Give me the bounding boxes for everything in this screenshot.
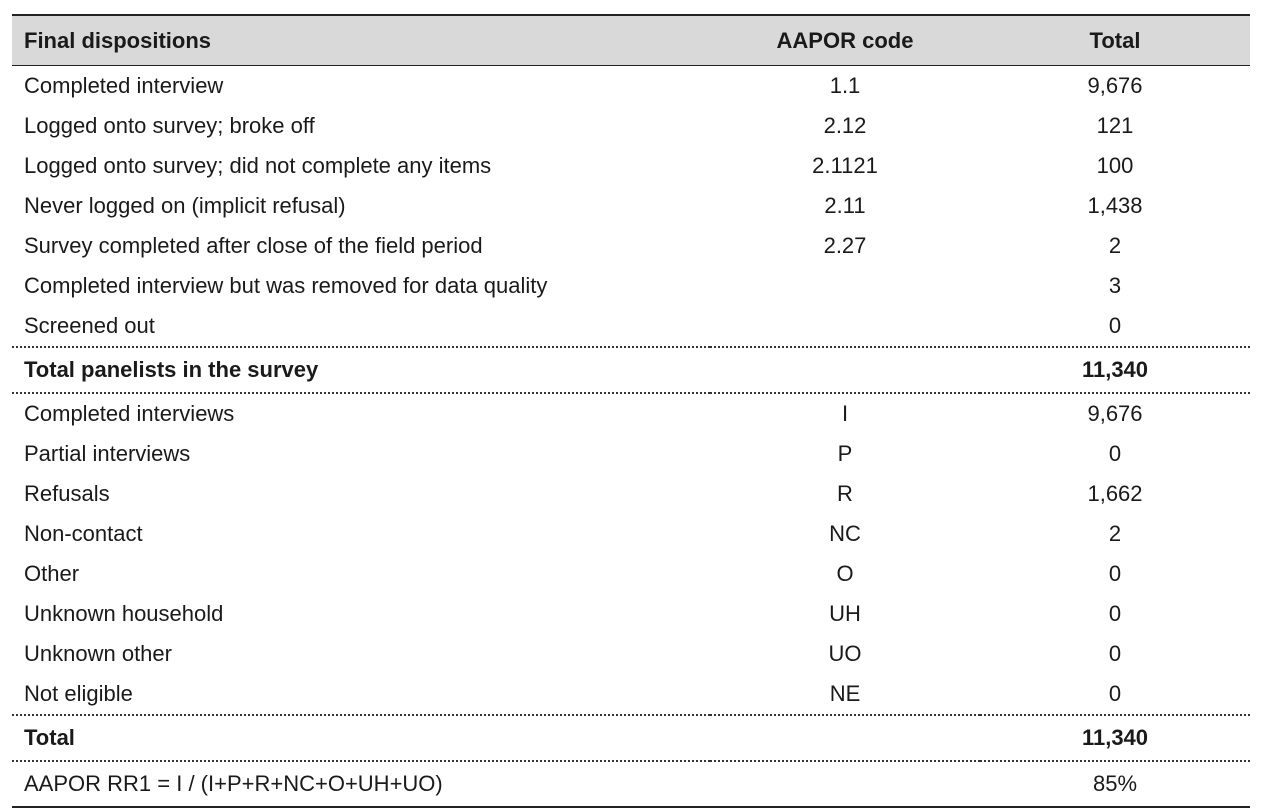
table-row: Never logged on (implicit refusal) 2.11 …: [12, 186, 1250, 226]
table-row: Completed interviews I 9,676: [12, 392, 1250, 434]
table-row: Completed interview 1.1 9,676: [12, 66, 1250, 107]
panel-total-value: 11,340: [980, 346, 1250, 393]
dispositions-table: Final dispositions AAPOR code Total Comp…: [12, 14, 1250, 808]
row-total: 0: [1108, 681, 1122, 706]
row-total: 2: [1108, 233, 1122, 258]
row-label: Non-contact: [24, 521, 143, 546]
header-final-dispositions: Final dispositions: [12, 14, 710, 66]
row-total: 0: [1108, 641, 1122, 666]
row-total: 0: [1108, 441, 1122, 466]
row-label: Partial interviews: [24, 441, 191, 466]
row-label: Unknown household: [24, 601, 224, 626]
grand-total-code: [710, 714, 980, 761]
row-label: Completed interview: [24, 73, 224, 98]
table-row: Unknown household UH 0: [12, 594, 1250, 634]
table-row: Unknown other UO 0: [12, 634, 1250, 674]
response-rate-code: [710, 760, 980, 808]
row-label: Refusals: [24, 481, 110, 506]
row-label: Screened out: [24, 313, 155, 338]
row-total: 3: [1108, 273, 1122, 298]
panel-total-row: Total panelists in the survey 11,340: [12, 346, 1250, 393]
row-total: 9,676: [1087, 73, 1143, 98]
row-total: 1,438: [1087, 193, 1143, 218]
row-code: UH: [829, 601, 861, 626]
row-code: NC: [829, 521, 861, 546]
row-total: 0: [1108, 313, 1122, 338]
grand-total-label: Total: [12, 714, 710, 761]
row-label: Never logged on (implicit refusal): [24, 193, 346, 218]
row-code: 1.1: [829, 73, 861, 98]
table-body: Completed interview 1.1 9,676 Logged ont…: [12, 66, 1250, 808]
row-code: 2.27: [823, 233, 867, 258]
row-code: [710, 306, 980, 347]
row-label: Unknown other: [24, 641, 172, 666]
row-total: 9,676: [980, 392, 1250, 434]
response-rate-row: AAPOR RR1 = I / (I+P+R+NC+O+UH+UO) 85%: [12, 760, 1250, 808]
row-code: O: [836, 561, 854, 586]
row-total: 100: [1096, 153, 1134, 178]
row-total: 0: [1108, 601, 1122, 626]
row-label: Logged onto survey; broke off: [24, 113, 315, 138]
table-header: Final dispositions AAPOR code Total: [12, 14, 1250, 66]
table-row: Logged onto survey; broke off 2.12 121: [12, 106, 1250, 146]
grand-total-row: Total 11,340: [12, 714, 1250, 761]
row-total: 1,662: [1087, 481, 1143, 506]
header-total: Total: [980, 14, 1250, 66]
panel-total-label: Total panelists in the survey: [12, 346, 710, 393]
table-row: Partial interviews P 0: [12, 434, 1250, 474]
row-code: [710, 266, 980, 306]
row-code: R: [837, 481, 853, 506]
response-rate-formula: AAPOR RR1 = I / (I+P+R+NC+O+UH+UO): [12, 760, 710, 808]
table-row: Not eligible NE 0: [12, 674, 1250, 715]
row-code: NE: [829, 681, 861, 706]
row-label: Logged onto survey; did not complete any…: [24, 153, 492, 178]
table-row: Non-contact NC 2: [12, 514, 1250, 554]
table-row: Completed interview but was removed for …: [12, 266, 1250, 306]
row-total: 121: [1096, 113, 1134, 138]
grand-total-value: 11,340: [980, 714, 1250, 761]
table-row: Refusals R 1,662: [12, 474, 1250, 514]
row-label: Completed interviews: [12, 392, 710, 434]
response-rate-value: 85%: [980, 760, 1250, 808]
row-code: 2.1121: [812, 153, 878, 178]
table-row: Screened out 0: [12, 306, 1250, 347]
table-row: Logged onto survey; did not complete any…: [12, 146, 1250, 186]
row-code: 2.11: [824, 193, 866, 218]
table-row: Other O 0: [12, 554, 1250, 594]
header-row: Final dispositions AAPOR code Total: [12, 14, 1250, 66]
row-code: P: [837, 441, 853, 466]
row-label: Other: [24, 561, 80, 586]
row-total: 2: [1108, 521, 1122, 546]
table-row: Survey completed after close of the fiel…: [12, 226, 1250, 266]
row-total: 0: [1108, 561, 1122, 586]
panel-total-code: [710, 346, 980, 393]
row-label: Completed interview but was removed for …: [24, 273, 548, 298]
row-code: I: [710, 392, 980, 434]
row-code: 2.12: [823, 113, 867, 138]
row-code: UO: [828, 641, 862, 666]
header-aapor-code: AAPOR code: [710, 14, 980, 66]
row-label: Survey completed after close of the fiel…: [24, 233, 483, 258]
row-label: Not eligible: [24, 681, 133, 706]
